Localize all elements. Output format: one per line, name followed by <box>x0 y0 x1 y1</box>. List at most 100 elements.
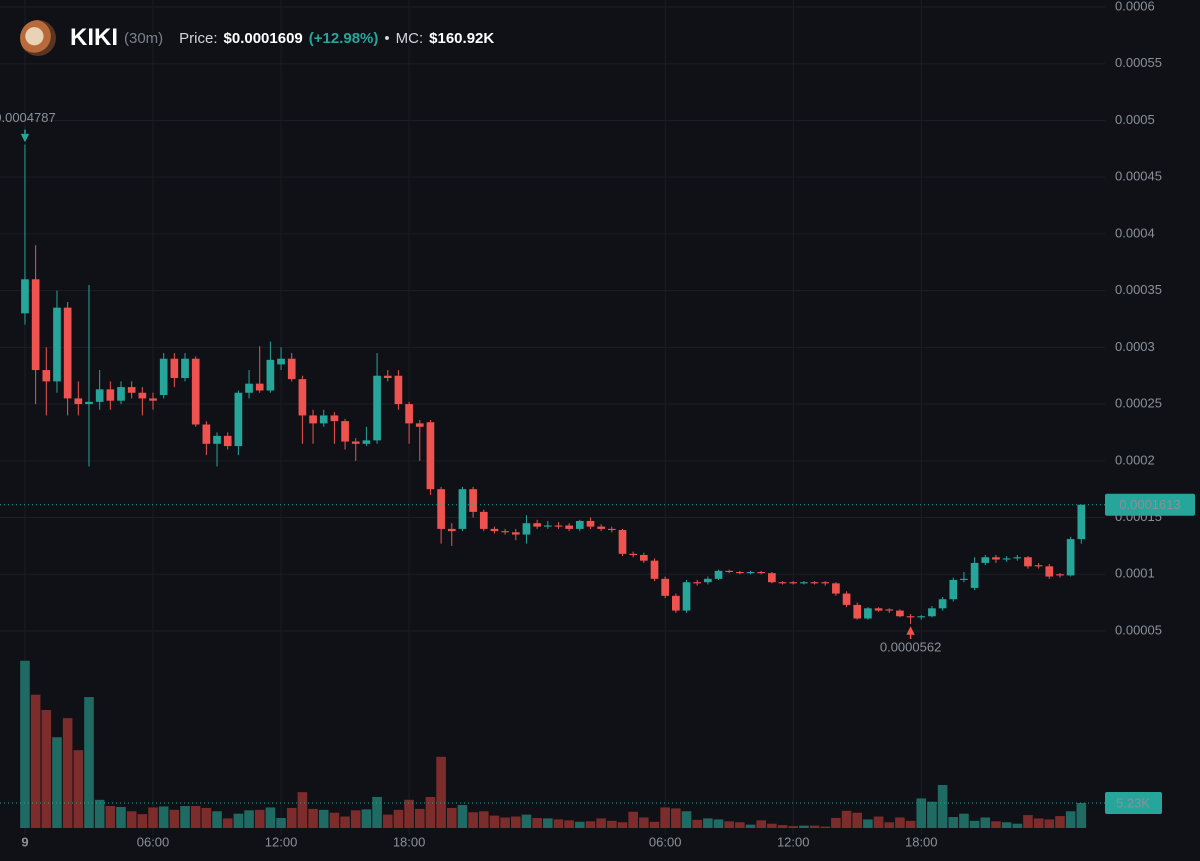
x-tick-label: 12:00 <box>777 834 810 849</box>
candle-body <box>53 307 61 382</box>
volume-bar <box>350 810 361 828</box>
candle-body <box>810 582 819 584</box>
volume-bar <box>41 709 52 828</box>
candle-body <box>202 424 211 444</box>
volume-bar <box>222 818 233 828</box>
candle-body <box>447 528 456 532</box>
volume-bar <box>382 814 393 828</box>
candle-body <box>330 415 339 422</box>
y-tick-label: 0.0002 <box>1115 452 1155 467</box>
volume-bar <box>254 809 265 828</box>
volume-bar <box>553 819 564 828</box>
volume-bar <box>895 817 905 828</box>
separator: • <box>384 29 390 47</box>
volume-bar <box>873 816 884 828</box>
volume-bar <box>863 819 873 828</box>
volume-bar <box>158 806 169 828</box>
volume-bar <box>393 809 404 828</box>
candle-body <box>1034 565 1043 567</box>
y-tick-label: 0.0005 <box>1115 112 1155 127</box>
volume-bar <box>852 812 863 828</box>
volume-bar <box>564 820 574 828</box>
volume-bar <box>692 819 702 828</box>
volume-bar <box>649 821 660 828</box>
y-tick-label: 0.0001 <box>1115 566 1155 581</box>
volume-bar <box>94 799 105 828</box>
candle-body <box>629 553 638 555</box>
volume-bar <box>446 807 457 828</box>
volume-bar <box>820 826 831 828</box>
volume-bar <box>457 805 468 828</box>
volume-bar <box>532 817 542 828</box>
token-avatar <box>20 20 56 56</box>
candle-body <box>213 435 221 444</box>
x-tick-label: 06:00 <box>649 834 682 849</box>
volume-bar <box>52 737 62 828</box>
volume-bar <box>969 820 980 828</box>
candle-body <box>768 573 776 583</box>
volume-bar <box>1033 818 1044 828</box>
candle-body <box>117 387 125 401</box>
candle-body <box>992 557 1000 560</box>
volume-bar <box>916 798 927 828</box>
candle-body <box>362 440 371 444</box>
candle-body <box>906 616 915 618</box>
volume-bar <box>639 817 649 828</box>
volume-bar <box>521 814 532 828</box>
candle-body <box>554 525 563 527</box>
x-tick-label: 06:00 <box>137 834 170 849</box>
candle-body <box>21 279 29 314</box>
volume-bar <box>671 808 681 828</box>
volume-bar <box>148 807 158 828</box>
candle-body <box>1066 539 1075 576</box>
volume-bar <box>831 817 841 828</box>
candle-body <box>960 578 968 580</box>
candle-body <box>415 423 424 427</box>
volume-bar <box>799 825 809 828</box>
volume-bar <box>265 807 276 828</box>
volume-bar <box>980 817 991 828</box>
volume-bar <box>1076 803 1087 828</box>
candle-body <box>63 307 72 399</box>
candle-body <box>149 398 157 401</box>
volume-bar <box>841 810 852 828</box>
candle-body <box>789 582 798 584</box>
candle-body <box>864 608 872 619</box>
candle-body <box>778 582 787 584</box>
candle-body <box>383 375 392 378</box>
interval: (30m) <box>124 29 164 47</box>
candle-body <box>373 375 381 441</box>
volume-bar <box>1055 816 1065 828</box>
mc-label: MC: <box>395 29 424 47</box>
candle-body <box>309 415 317 424</box>
x-tick-label: 12:00 <box>265 834 298 849</box>
volume-bar <box>660 807 670 828</box>
candle-body <box>1056 574 1064 576</box>
volume-bar <box>543 818 553 828</box>
volume-bar <box>212 811 222 828</box>
y-tick-label: 0.00045 <box>1115 169 1162 184</box>
candle-body <box>736 572 744 574</box>
candle-body <box>351 441 360 444</box>
volume-bar <box>959 813 969 828</box>
volume-bar <box>436 756 446 828</box>
candle-body <box>394 375 403 405</box>
candle-body <box>533 523 541 527</box>
candle-body <box>255 383 264 391</box>
volume-bar <box>724 821 734 828</box>
volume-bar <box>372 796 382 828</box>
candle-body <box>95 389 104 402</box>
candle-body <box>661 578 670 596</box>
x-tick-label: 9 <box>21 834 28 849</box>
y-tick-label: 0.0006 <box>1115 0 1155 13</box>
volume-bar <box>404 799 414 828</box>
volume-badge-label: 5.23K <box>1116 795 1150 810</box>
volume-bar <box>276 817 286 828</box>
symbol: KIKI <box>70 24 118 51</box>
candle-body <box>31 279 40 371</box>
y-tick-label: 0.0003 <box>1115 339 1155 354</box>
candle-body <box>341 421 349 442</box>
volume-bar <box>1065 811 1076 828</box>
volume-bar <box>607 820 617 828</box>
volume-bar <box>361 809 372 828</box>
